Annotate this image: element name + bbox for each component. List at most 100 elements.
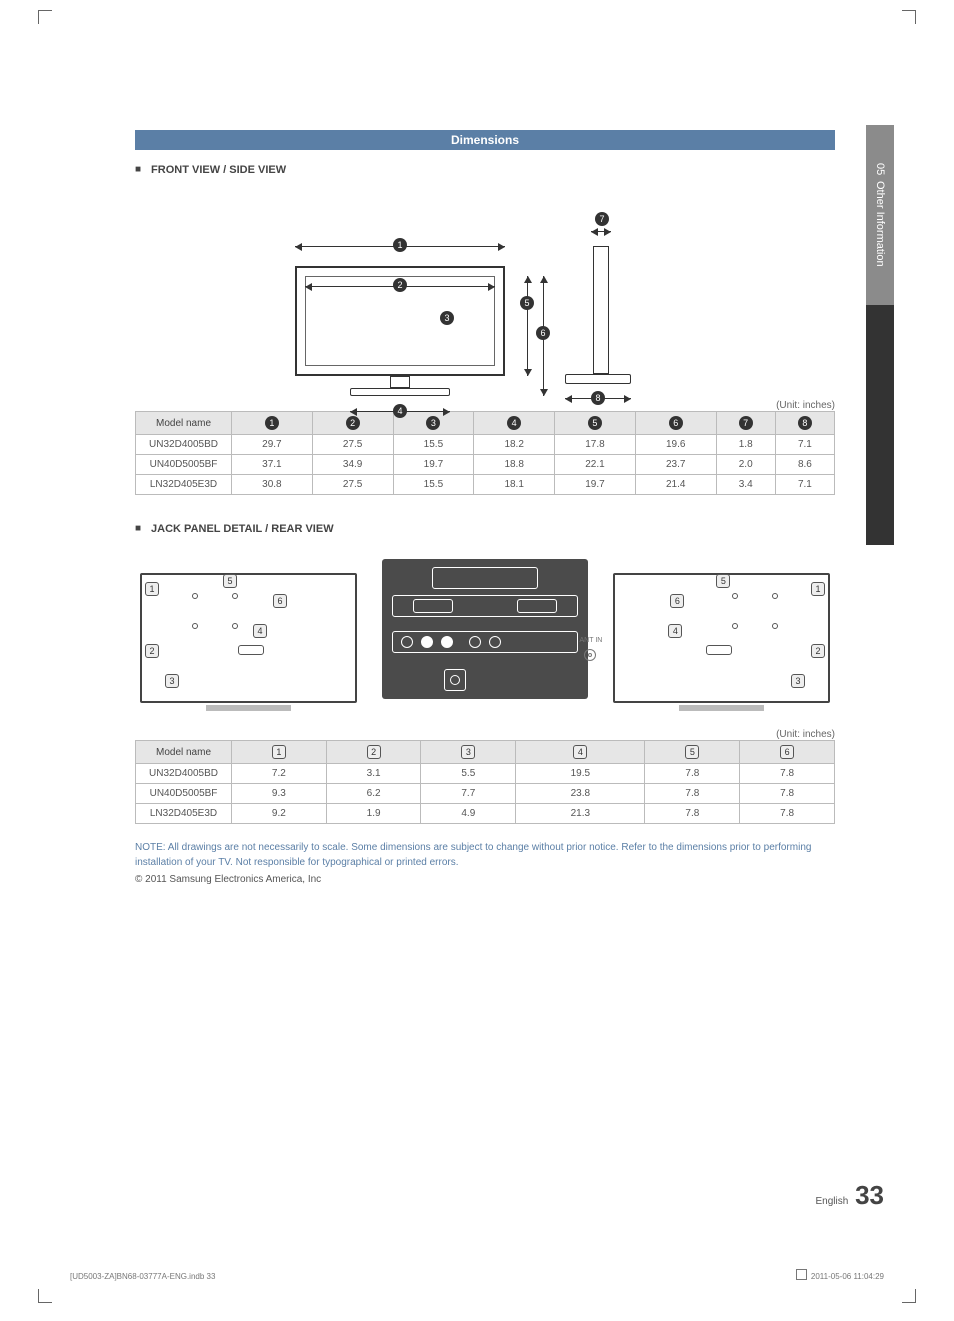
callout-8: 8 (591, 391, 605, 405)
sq-call-1r: 1 (811, 579, 825, 597)
vesa-hole-icon (732, 623, 738, 629)
coax-center-icon (588, 653, 592, 657)
dim-line-7 (591, 231, 611, 232)
t2-r2-c4: 7.8 (645, 804, 740, 824)
component-row (392, 631, 579, 653)
tv-stand-neck (390, 376, 410, 388)
t1-r2-c5: 21.4 (635, 475, 716, 495)
sq5: 5 (223, 574, 237, 588)
copyright-text: © 2011 Samsung Electronics America, Inc (135, 874, 835, 885)
rear-view-left: 1 2 3 4 5 6 (135, 549, 362, 709)
t2-head-1: 1 (232, 741, 327, 764)
t1-r2-c2: 15.5 (393, 475, 474, 495)
t1-r0-c1: 27.5 (312, 435, 393, 455)
t1-r0-c4: 17.8 (555, 435, 636, 455)
callout-6: 6 (536, 326, 550, 340)
hdr-sq-2: 2 (367, 745, 381, 759)
hdr-circ-2: 2 (346, 416, 360, 430)
t2-r2-model: LN32D405E3D (136, 804, 232, 824)
t2-r0-c1: 3.1 (326, 764, 421, 784)
t2-r1-c1: 6.2 (326, 784, 421, 804)
side-tab-num: 05 (874, 163, 886, 175)
unit-note-2: (Unit: inches) (135, 729, 835, 740)
t2-r2-c0: 9.2 (232, 804, 327, 824)
dim-line-5 (527, 276, 528, 376)
t1-r0-c5: 19.6 (635, 435, 716, 455)
vesa-hole-icon (772, 623, 778, 629)
t1-head-4: 4 (474, 412, 555, 435)
crop-mark-bl (38, 1289, 52, 1303)
jack-cluster-icon (706, 645, 732, 655)
tv-side-outline: 7 8 (565, 226, 645, 396)
rear-diagrams: 1 2 3 4 5 6 (135, 549, 835, 709)
hdmi-row (392, 595, 579, 617)
clock-icon (796, 1272, 811, 1281)
sq4: 4 (253, 624, 267, 638)
t1-r2-c0: 30.8 (232, 475, 313, 495)
front-side-diagram: 1 2 3 4 5 6 7 8 (135, 186, 835, 396)
t2-head-3: 3 (421, 741, 516, 764)
hdr-sq-3: 3 (461, 745, 475, 759)
crop-mark-tr (902, 10, 916, 24)
hdr-circ-3: 3 (426, 416, 440, 430)
callout-4: 4 (393, 404, 407, 418)
t2-r0-c2: 5.5 (421, 764, 516, 784)
sq4r: 4 (668, 624, 682, 638)
tv-stand-base (350, 388, 450, 396)
hdr-circ-1: 1 (265, 416, 279, 430)
t1-head-1: 1 (232, 412, 313, 435)
page-lang: English (815, 1196, 848, 1207)
t1-r2-model: LN32D405E3D (136, 475, 232, 495)
t2-r0-c0: 7.2 (232, 764, 327, 784)
t2-head-model: Model name (136, 741, 232, 764)
hdmi-port-icon (413, 599, 453, 613)
sq6: 6 (273, 594, 287, 608)
t1-head-8: 8 (775, 412, 834, 435)
t1-head-6: 6 (635, 412, 716, 435)
sq5r: 5 (716, 574, 730, 588)
service-port-icon (444, 669, 466, 691)
tv-front-outline: 1 2 3 4 (295, 226, 505, 356)
vesa-hole-icon (192, 623, 198, 629)
table-row: UN40D5005BF 9.3 6.2 7.7 23.8 7.8 7.8 (136, 784, 835, 804)
t1-r2-c4: 19.7 (555, 475, 636, 495)
tv-side-panel (593, 246, 609, 374)
rca-jack-icon (469, 636, 481, 648)
t2-r1-c0: 9.3 (232, 784, 327, 804)
t2-head-2: 2 (326, 741, 421, 764)
footer-time-text: 2011-05-06 11:04:29 (811, 1272, 884, 1281)
sq2r: 2 (811, 644, 825, 658)
t2-r2-c5: 7.8 (740, 804, 835, 824)
crop-mark-tl (38, 10, 52, 24)
rca-jack-icon (401, 636, 413, 648)
hdr-circ-6: 6 (669, 416, 683, 430)
side-tab-dark (866, 305, 894, 545)
t1-r0-c2: 15.5 (393, 435, 474, 455)
sq3r: 3 (791, 674, 805, 688)
t2-r2-c3: 21.3 (516, 804, 645, 824)
dimensions-table-2: Model name 1 2 3 4 5 6 UN32D4005BD 7.2 3… (135, 740, 835, 824)
vesa-hole-icon (232, 623, 238, 629)
sq-call-2: 2 (145, 641, 159, 659)
sq-call-3: 3 (165, 671, 179, 689)
t2-r0-model: UN32D4005BD (136, 764, 232, 784)
t1-r1-c3: 18.8 (474, 455, 555, 475)
t1-head-7: 7 (716, 412, 775, 435)
t1-r0-c0: 29.7 (232, 435, 313, 455)
section-front-view-title: FRONT VIEW / SIDE VIEW (135, 164, 835, 176)
t1-r1-c4: 22.1 (555, 455, 636, 475)
callout-7: 7 (595, 212, 609, 226)
t2-r0-c3: 19.5 (516, 764, 645, 784)
t2-r0-c4: 7.8 (645, 764, 740, 784)
table-row: UN32D4005BD 29.7 27.5 15.5 18.2 17.8 19.… (136, 435, 835, 455)
callout-2: 2 (393, 278, 407, 292)
callout-1: 1 (393, 238, 407, 252)
t1-r0-model: UN32D4005BD (136, 435, 232, 455)
t1-r1-c0: 37.1 (232, 455, 313, 475)
t2-r2-c2: 4.9 (421, 804, 516, 824)
sq-call-3r: 3 (791, 671, 805, 689)
section-jack-panel-title: JACK PANEL DETAIL / REAR VIEW (135, 523, 835, 535)
sq-call-2r: 2 (811, 641, 825, 659)
t2-r1-c5: 7.8 (740, 784, 835, 804)
sq2: 2 (145, 644, 159, 658)
